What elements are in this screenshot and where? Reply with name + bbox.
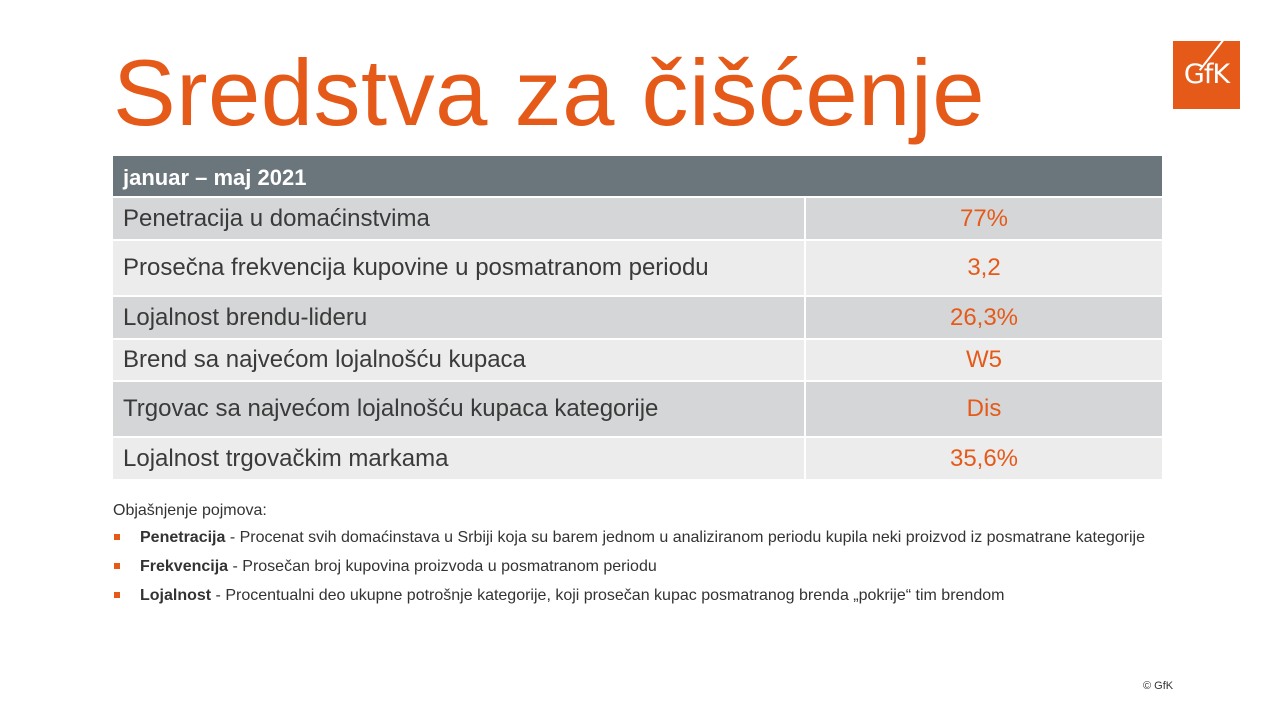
row-label: Trgovac sa najvećom lojalnošću kupaca ka… — [113, 382, 806, 436]
row-value: 3,2 — [967, 254, 1001, 281]
row-value: 77% — [959, 204, 1009, 232]
glossary-item: Lojalnost - Procentualni deo ukupne potr… — [113, 583, 1173, 608]
page-title: Sredstva za čišćenje — [113, 40, 986, 145]
glossary-notes: Objašnjenje pojmova: Penetracija - Proce… — [113, 498, 1173, 612]
row-label: Penetracija u domaćinstvima — [113, 198, 806, 239]
bullet-square-icon — [114, 592, 120, 598]
table-row: Lojalnost brendu-lideru 26,3% — [113, 297, 1162, 340]
row-label: Brend sa najvećom lojalnošću kupaca — [113, 340, 806, 380]
bullet-square-icon — [114, 563, 120, 569]
row-value: Dis — [966, 395, 1002, 422]
gfk-logo: GfK — [1173, 41, 1240, 109]
row-value: 35,6% — [949, 444, 1019, 472]
logo-text: GfK — [1183, 59, 1230, 90]
row-value: 26,3% — [949, 303, 1019, 331]
table-row: Penetracija u domaćinstvima 77% — [113, 198, 1162, 241]
glossary-term: Penetracija — [140, 529, 226, 546]
table-row: Lojalnost trgovačkim markama 35,6% — [113, 438, 1162, 481]
table-row: Trgovac sa najvećom lojalnošću kupaca ka… — [113, 382, 1162, 438]
glossary-definition: - Procenat svih domaćinstava u Srbiji ko… — [225, 529, 1145, 546]
row-label: Prosečna frekvencija kupovine u posmatra… — [113, 241, 806, 295]
table-period-header: januar – maj 2021 — [113, 156, 1162, 198]
copyright-notice: © GfK — [1143, 680, 1174, 692]
table-row: Brend sa najvećom lojalnošću kupaca W5 — [113, 340, 1162, 382]
glossary-item: Penetracija - Procenat svih domaćinstava… — [113, 525, 1173, 550]
row-label: Lojalnost trgovačkim markama — [113, 438, 806, 479]
row-value: W5 — [966, 346, 1002, 373]
glossary-heading: Objašnjenje pojmova: — [113, 502, 267, 519]
bullet-square-icon — [114, 534, 120, 540]
glossary-item: Frekvencija - Prosečan broj kupovina pro… — [113, 554, 1173, 579]
kpi-table: januar – maj 2021 Penetracija u domaćins… — [113, 156, 1162, 481]
glossary-term: Lojalnost — [140, 587, 212, 604]
glossary-definition: - Procentualni deo ukupne potrošnje kate… — [211, 587, 1005, 604]
row-label: Lojalnost brendu-lideru — [113, 297, 806, 338]
table-row: Prosečna frekvencija kupovine u posmatra… — [113, 241, 1162, 297]
glossary-term: Frekvencija — [140, 558, 229, 575]
glossary-definition: - Prosečan broj kupovina proizvoda u pos… — [228, 558, 657, 575]
